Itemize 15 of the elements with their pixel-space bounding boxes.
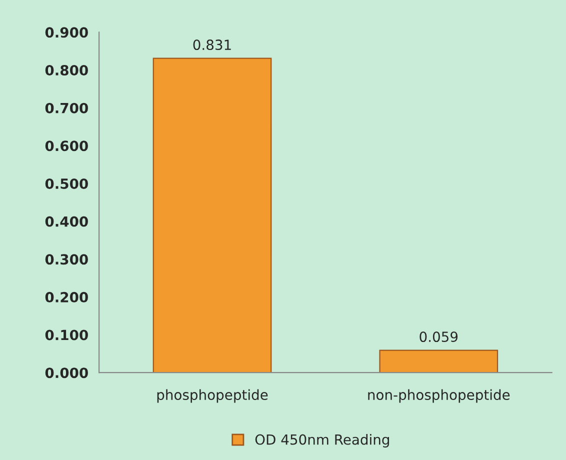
y-tick-label: 0.900 <box>45 27 88 38</box>
data-label: 0.831 <box>193 40 231 50</box>
y-tick-label: 0.500 <box>45 178 88 189</box>
y-tick-label: 0.200 <box>45 292 88 302</box>
x-tick-label: phosphopeptide <box>157 389 268 403</box>
data-label: 0.059 <box>420 332 458 342</box>
x-tick-label: non-phosphopeptide <box>368 389 510 403</box>
y-tick-label: 0.600 <box>45 140 88 152</box>
y-tick-label: 0.100 <box>45 330 88 340</box>
y-tick-label: 0.800 <box>45 64 88 76</box>
y-tick-label: 0.700 <box>45 102 88 114</box>
y-tick-label: 0.000 <box>45 368 88 378</box>
legend-label: OD 450nm Reading <box>255 434 389 448</box>
y-tick-label: 0.300 <box>45 254 88 265</box>
y-tick-label: 0.400 <box>45 216 88 227</box>
